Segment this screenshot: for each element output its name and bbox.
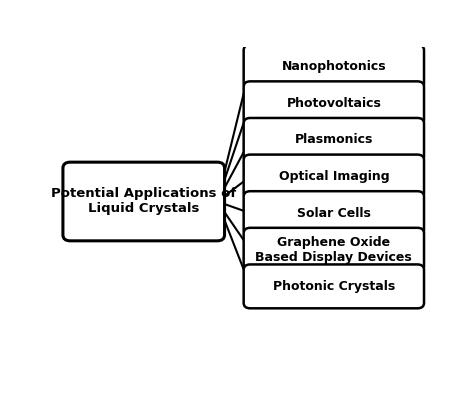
FancyBboxPatch shape	[244, 228, 424, 272]
Text: Graphene Oxide
Based Display Devices: Graphene Oxide Based Display Devices	[255, 236, 412, 264]
Text: Nanophotonics: Nanophotonics	[282, 60, 386, 73]
FancyBboxPatch shape	[244, 191, 424, 235]
Text: Plasmonics: Plasmonics	[295, 133, 373, 147]
FancyBboxPatch shape	[244, 45, 424, 88]
FancyBboxPatch shape	[63, 162, 225, 241]
Text: Photovoltaics: Photovoltaics	[286, 97, 381, 110]
FancyBboxPatch shape	[244, 81, 424, 125]
Text: Photonic Crystals: Photonic Crystals	[273, 280, 395, 293]
FancyBboxPatch shape	[244, 264, 424, 309]
Text: Potential Applications of
Liquid Crystals: Potential Applications of Liquid Crystal…	[51, 187, 237, 215]
Text: Solar Cells: Solar Cells	[297, 207, 371, 220]
FancyBboxPatch shape	[244, 154, 424, 198]
Text: Optical Imaging: Optical Imaging	[279, 170, 389, 183]
FancyBboxPatch shape	[244, 118, 424, 162]
